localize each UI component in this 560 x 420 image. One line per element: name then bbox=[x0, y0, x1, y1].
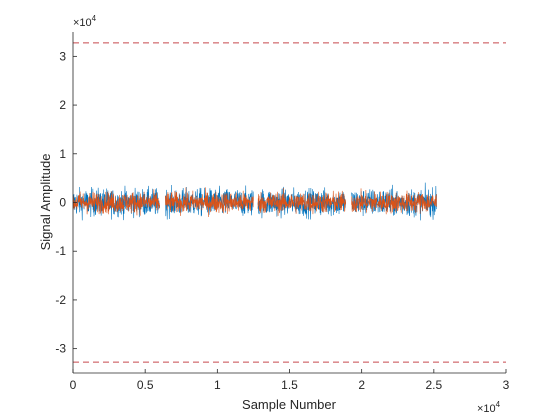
x-tick-label: 0.5 bbox=[137, 378, 154, 392]
y-tick-label: -1 bbox=[55, 244, 66, 258]
x-multiplier-base: ×10 bbox=[477, 403, 496, 415]
y-multiplier-exponent: 4 bbox=[92, 14, 97, 23]
x-tick-label: 1.5 bbox=[281, 378, 298, 392]
y-tick-label: 0 bbox=[59, 196, 66, 210]
y-tick-label: 2 bbox=[59, 98, 66, 112]
y-multiplier: ×104 bbox=[73, 14, 97, 29]
series-2-segment-3 bbox=[257, 187, 347, 216]
x-tick-label: 2 bbox=[358, 378, 365, 392]
tick-marks: 0 0.5 1 1.5 2 2.5 3 -3 -2 -1 0 1 2 3 bbox=[55, 49, 509, 392]
x-tick-label: 1 bbox=[214, 378, 221, 392]
x-multiplier-exponent: 4 bbox=[496, 400, 501, 409]
series-2-segment-2 bbox=[165, 187, 254, 217]
y-multiplier-base: ×10 bbox=[73, 17, 92, 29]
series-2 bbox=[73, 187, 437, 217]
series-2-segment-1 bbox=[73, 189, 160, 216]
y-tick-label: -3 bbox=[55, 342, 66, 356]
y-axis-label: Signal Amplitude bbox=[38, 154, 53, 251]
reference-lines bbox=[73, 42, 506, 363]
data-layer bbox=[73, 182, 437, 221]
series-2-segment-4 bbox=[351, 188, 437, 215]
y-tick-label: -2 bbox=[55, 293, 66, 307]
x-axis-label: Sample Number bbox=[242, 397, 337, 412]
x-tick-label: 2.5 bbox=[425, 378, 442, 392]
x-tick-label: 0 bbox=[70, 378, 77, 392]
x-tick-label: 3 bbox=[503, 378, 510, 392]
y-tick-label: 3 bbox=[59, 49, 66, 63]
y-tick-label: 1 bbox=[59, 147, 66, 161]
x-multiplier: ×104 bbox=[477, 400, 501, 415]
